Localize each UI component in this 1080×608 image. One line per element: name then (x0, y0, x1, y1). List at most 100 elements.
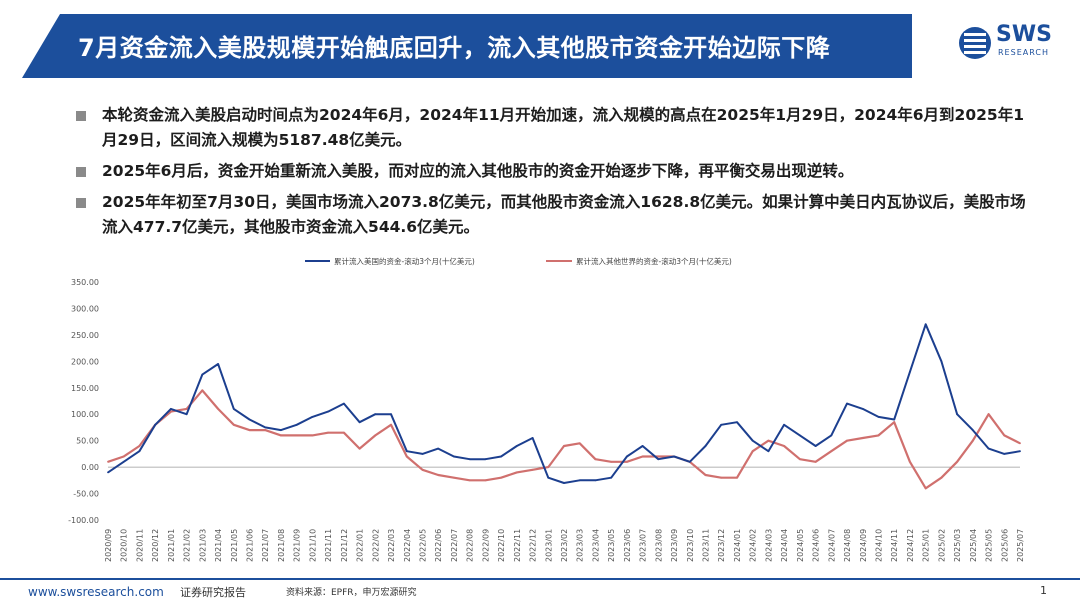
y-tick-label: 100.00 (71, 410, 99, 419)
other-world-fund-flow-point (170, 410, 172, 413)
x-tick-label: 2023/06 (623, 529, 632, 562)
other-world-fund-flow-point (924, 487, 927, 490)
x-tick-label: 2020/11 (135, 529, 144, 562)
us-fund-flow-point (107, 471, 109, 474)
other-world-fund-flow-point (877, 434, 880, 437)
other-world-fund-flow-point (971, 439, 974, 442)
us-fund-flow-point (940, 360, 943, 363)
x-tick-label: 2022/03 (387, 529, 396, 562)
us-fund-flow-point (688, 460, 691, 463)
other-world-fund-flow-point (295, 434, 298, 437)
us-fund-flow-point (122, 460, 125, 463)
us-fund-flow-point (217, 363, 220, 365)
x-tick-label: 2021/07 (261, 529, 270, 562)
legend-label-us: 累计流入美国的资金-滚动3个月(十亿美元) (334, 256, 475, 266)
us-fund-flow-point (673, 455, 675, 458)
other-world-fund-flow-point (987, 413, 990, 416)
other-world-fund-flow-point (453, 476, 455, 479)
us-fund-flow-point (767, 450, 770, 453)
y-tick-label: -100.00 (68, 516, 99, 525)
x-tick-label: 2023/09 (670, 529, 679, 562)
us-fund-flow-point (736, 421, 738, 424)
x-tick-label: 2025/07 (1016, 529, 1025, 562)
us-fund-flow-line (107, 323, 1021, 484)
us-fund-flow-point (437, 447, 440, 450)
us-fund-flow-point (201, 373, 204, 376)
us-fund-flow-point (657, 458, 660, 461)
other-world-fund-flow-point (185, 408, 188, 410)
us-fund-flow-point (1003, 453, 1006, 455)
x-tick-label: 2023/01 (544, 529, 553, 562)
us-fund-flow-point (830, 434, 833, 437)
us-fund-flow-point (861, 408, 864, 410)
title-banner (22, 14, 912, 78)
x-tick-label: 2023/03 (576, 529, 585, 562)
other-world-fund-flow-point (830, 450, 833, 453)
legend-label-other: 累计流入其他世界的资金-滚动3个月(十亿美元) (576, 256, 732, 266)
x-tick-label: 2023/05 (607, 529, 616, 562)
x-tick-label: 2021/11 (324, 529, 333, 562)
us-fund-flow-point (295, 423, 298, 426)
other-world-fund-flow-point (484, 479, 487, 482)
footer-url-link[interactable]: www.swsresearch.com (28, 585, 164, 599)
x-tick-label: 2021/08 (277, 529, 286, 562)
us-fund-flow-point (610, 476, 613, 479)
us-fund-flow-point (909, 371, 911, 373)
us-fund-flow-point (468, 458, 471, 461)
us-fund-flow-point (783, 423, 785, 426)
us-fund-flow-point (971, 429, 974, 431)
us-fund-flow-point (814, 445, 817, 447)
x-tick-label: 2024/07 (827, 529, 836, 562)
bullet-item: 2025年6月后，资金开始重新流入美股，而对应的流入其他股市的资金开始逐步下降，… (76, 159, 1036, 184)
y-tick-label: 0.00 (81, 463, 99, 472)
other-world-fund-flow-point (1003, 434, 1006, 437)
bullet-square-icon (76, 111, 86, 121)
other-world-fund-flow-point (657, 455, 660, 458)
other-world-fund-flow-point (704, 474, 707, 476)
us-fund-flow-point (924, 323, 927, 326)
us-fund-flow-point (626, 455, 628, 458)
us-fund-flow-point (1019, 450, 1021, 453)
other-world-fund-flow-point (783, 445, 785, 447)
bullet-text: 2025年6月后，资金开始重新流入美股，而对应的流入其他股市的资金开始逐步下降，… (102, 162, 854, 180)
x-tick-label: 2024/11 (890, 529, 899, 562)
title-bar: 7月资金流入美股规模开始触底回升，流入其他股市资金开始边际下降 SWS RESE… (0, 14, 1080, 78)
other-world-fund-flow-point (940, 476, 943, 479)
other-world-fund-flow-point (138, 445, 141, 447)
x-tick-label: 2023/02 (560, 529, 569, 562)
us-fund-flow-point (358, 421, 361, 424)
footer-divider (0, 578, 1080, 580)
x-tick-label: 2021/09 (293, 529, 302, 562)
other-world-fund-flow-point (846, 439, 848, 442)
other-world-fund-flow-point (405, 455, 408, 458)
other-world-fund-flow-point (280, 434, 282, 437)
us-fund-flow-point (531, 437, 534, 439)
us-fund-flow-point (280, 429, 282, 431)
x-tick-label: 2020/10 (120, 529, 129, 562)
x-tick-label: 2023/07 (639, 529, 648, 562)
y-tick-label: 250.00 (71, 331, 99, 340)
us-fund-flow-point (720, 423, 723, 426)
us-fund-flow-point (987, 447, 990, 450)
other-world-fund-flow-point (626, 460, 628, 463)
sws-logo: SWS RESEARCH (958, 20, 1068, 66)
x-tick-label: 2025/05 (985, 529, 994, 562)
y-axis: 350.00 300.00 250.00 200.00 150.00 100.00 50.0… (68, 278, 1020, 525)
x-tick-label: 2020/09 (104, 529, 113, 562)
us-fund-flow-point (547, 476, 550, 479)
x-tick-label: 2021/01 (167, 529, 176, 562)
x-tick-label: 2025/06 (1000, 529, 1009, 562)
us-fund-flow-point (594, 479, 597, 482)
x-tick-label: 2025/02 (937, 529, 946, 562)
x-tick-label: 2022/06 (434, 529, 443, 562)
chart-legend: 累计流入美国的资金-滚动3个月(十亿美元) 累计流入其他世界的资金-滚动3个月(… (305, 256, 732, 266)
other-world-fund-flow-point (122, 455, 125, 458)
x-tick-label: 2021/10 (308, 529, 317, 562)
other-world-fund-flow-point (390, 423, 392, 426)
us-fund-flow-point (374, 413, 377, 416)
other-world-fund-flow-point (374, 434, 377, 437)
x-tick-label: 2024/02 (749, 529, 758, 562)
bullet-square-icon (76, 167, 86, 177)
us-fund-flow-point (578, 479, 581, 482)
x-tick-label: 2022/05 (418, 529, 427, 562)
